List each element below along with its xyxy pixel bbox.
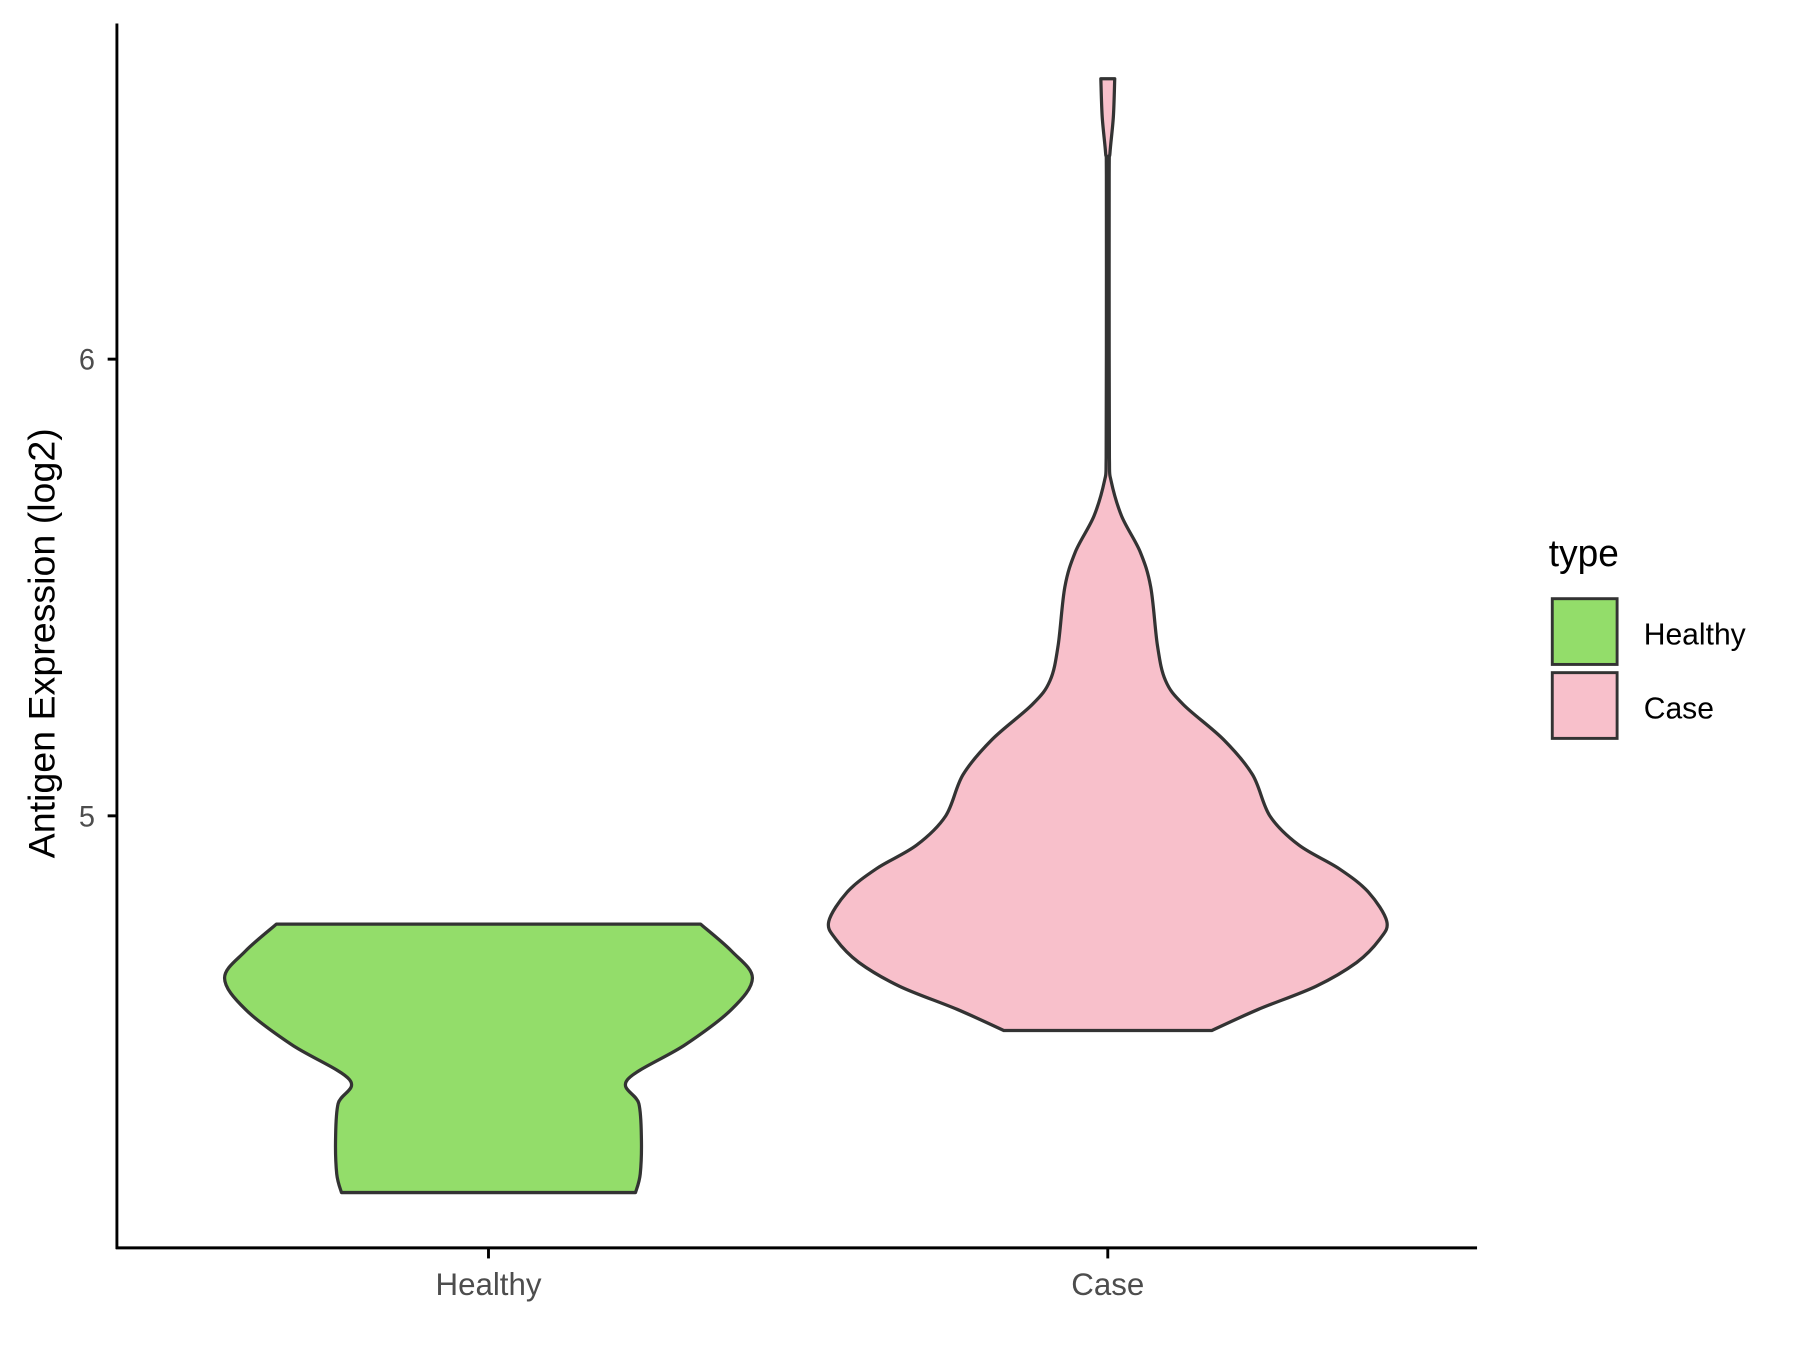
y-tick-label: 6 — [79, 345, 95, 377]
y-axis-label: Antigen Expression (log2) — [21, 428, 63, 858]
y-ticks: 56 — [79, 345, 117, 833]
legend-key-case — [1550, 671, 1619, 740]
legend-label-healthy: Healthy — [1644, 618, 1747, 651]
y-tick-label: 5 — [79, 801, 95, 833]
legend-title: type — [1549, 532, 1619, 574]
violins — [222, 77, 1389, 1195]
x-ticks: Healthy Case — [436, 1247, 1144, 1302]
legend-key-healthy — [1550, 597, 1619, 666]
x-tick-label: Healthy — [436, 1267, 542, 1302]
violin-case — [826, 77, 1389, 1033]
legend: type Healthy Case — [1549, 532, 1747, 740]
legend-label-case: Case — [1644, 692, 1714, 725]
x-tick-label: Case — [1071, 1267, 1144, 1302]
violin-healthy — [222, 922, 755, 1195]
